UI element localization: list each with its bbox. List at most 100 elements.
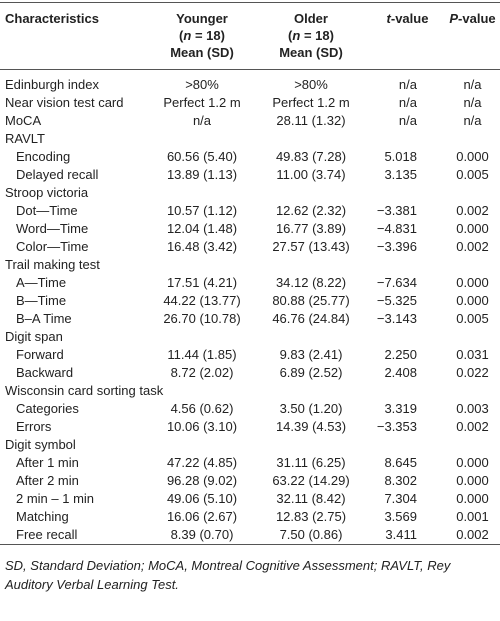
empty xyxy=(152,184,500,202)
cell: 12.04 (1.48) xyxy=(166,221,238,236)
sub-row: Forward 11.44 (1.85) 9.83 (2.41) 2.250 0.031 xyxy=(0,346,500,364)
cell: n/a xyxy=(463,77,482,92)
row-label: Categories xyxy=(16,401,79,416)
cell: 14.39 (4.53) xyxy=(275,419,347,434)
sub-row: Matching 16.06 (2.67) 12.83 (2.75) 3.569 0.0… xyxy=(0,508,500,526)
header-text: -value xyxy=(458,11,496,26)
cell: 6.89 (2.52) xyxy=(279,365,343,380)
cell: 31.11 (6.25) xyxy=(276,455,346,470)
cell: 44.22 (13.77) xyxy=(163,293,241,308)
cell: 0.002 xyxy=(456,239,489,254)
cell: 34.12 (8.22) xyxy=(275,275,347,290)
header-text: = 18) xyxy=(191,28,225,43)
row-label: Word—Time xyxy=(16,221,89,236)
row: Wisconsin card sorting task xyxy=(0,382,500,400)
cell: 8.39 (0.70) xyxy=(170,527,234,542)
cell: 7.304 xyxy=(384,491,417,506)
row: RAVLT xyxy=(0,130,500,148)
sub-row: After 1 min 47.22 (4.85) 31.11 (6.25) 8.645… xyxy=(0,454,500,472)
header-text: P xyxy=(449,11,459,26)
header-line: Older xyxy=(256,10,366,27)
cell: n/a xyxy=(463,113,482,128)
cell: 11.44 (1.85) xyxy=(167,347,237,362)
cell: −3.381 xyxy=(376,203,417,218)
header-row: Characteristics Younger (n = 18) Mean (SD) O… xyxy=(0,2,500,70)
sub-row: A—Time 17.51 (4.21) 34.12 (8.22) −7.634 0.00… xyxy=(0,274,500,292)
cell: −7.634 xyxy=(376,275,417,290)
cell: 5.018 xyxy=(384,149,417,164)
sub-row: B—Time 44.22 (13.77) 80.88 (25.77) −5.325 0.… xyxy=(0,292,500,310)
cell: 80.88 (25.77) xyxy=(272,293,350,308)
row-label: Dot—Time xyxy=(16,203,78,218)
cell: 49.06 (5.10) xyxy=(166,491,238,506)
results-table: Characteristics Younger (n = 18) Mean (SD) O… xyxy=(0,2,500,545)
row-label: Backward xyxy=(16,365,74,380)
row-label: Trail making test xyxy=(5,257,100,272)
row-label: B—Time xyxy=(16,293,67,308)
row-label: Matching xyxy=(16,509,69,524)
row: Edinburgh index >80% >80% n/a n/a xyxy=(0,70,500,95)
cell: 0.002 xyxy=(456,203,489,218)
cell: >80% xyxy=(185,77,219,92)
cell: 3.50 (1.20) xyxy=(279,401,343,416)
header-cell: Older (n = 18) Mean (SD) xyxy=(252,3,370,70)
cell: n/a xyxy=(398,95,417,110)
cell: −3.143 xyxy=(376,311,417,326)
cell: 28.11 (1.32) xyxy=(276,113,346,128)
cell: n/a xyxy=(192,113,212,128)
row-label: After 1 min xyxy=(16,455,79,470)
row: Stroop victoria xyxy=(0,184,500,202)
cell: 2.250 xyxy=(384,347,417,362)
header-text: n xyxy=(183,28,192,43)
cell: 0.003 xyxy=(456,401,489,416)
row-label: Delayed recall xyxy=(16,167,99,182)
sub-row: After 2 min 96.28 (9.02) 63.22 (14.29) 8.30… xyxy=(0,472,500,490)
cell: 3.569 xyxy=(384,509,417,524)
cell: 96.28 (9.02) xyxy=(166,473,238,488)
cell: 27.57 (13.43) xyxy=(272,239,350,254)
row-label: Encoding xyxy=(16,149,71,164)
header-text: Younger xyxy=(176,11,228,26)
sub-row: Word—Time 12.04 (1.48) 16.77 (3.89) −4.831 0… xyxy=(0,220,500,238)
row-label: A—Time xyxy=(16,275,67,290)
cell: Perfect 1.2 m xyxy=(272,95,350,110)
header-line: Mean (SD) xyxy=(256,44,366,61)
header-line: Mean (SD) xyxy=(156,44,248,61)
cell: >80% xyxy=(294,77,328,92)
cell: 0.031 xyxy=(456,347,489,362)
header-line: (n = 18) xyxy=(256,27,366,44)
cell: −4.831 xyxy=(376,221,417,236)
header-text: Characteristics xyxy=(5,11,99,26)
row-label: RAVLT xyxy=(5,131,45,146)
cell: 0.000 xyxy=(456,149,489,164)
sub-row: Errors 10.06 (3.10) 14.39 (4.53) −3.353 0.00… xyxy=(0,418,500,436)
header-cell: t-value xyxy=(370,3,445,70)
header-text: = 18) xyxy=(300,28,334,43)
cell: 0.000 xyxy=(456,293,489,308)
sub-row: Free recall 8.39 (0.70) 7.50 (0.86) 3.411 0.… xyxy=(0,526,500,545)
header-text: -value xyxy=(390,11,429,26)
row-label: Digit symbol xyxy=(5,437,76,452)
cell: 0.000 xyxy=(456,275,489,290)
cell: 0.000 xyxy=(456,491,489,506)
cell: 11.00 (3.74) xyxy=(276,167,346,182)
header-line: P-value xyxy=(449,10,496,27)
row-label: Color—Time xyxy=(16,239,89,254)
cell: 0.022 xyxy=(456,365,489,380)
sub-row: B–A Time 26.70 (10.78) 46.76 (24.84) −3.143… xyxy=(0,310,500,328)
row-label: Wisconsin card sorting task xyxy=(5,383,164,398)
row-label: 2 min – 1 min xyxy=(16,491,95,506)
cell: 10.06 (3.10) xyxy=(166,419,238,434)
cell: n/a xyxy=(463,95,482,110)
header-line: t-value xyxy=(374,10,441,27)
cell: n/a xyxy=(398,113,417,128)
row: Digit symbol xyxy=(0,436,500,454)
cell: 12.62 (2.32) xyxy=(275,203,347,218)
header-cell: Younger (n = 18) Mean (SD) xyxy=(152,3,252,70)
header-text: ( xyxy=(288,28,293,43)
row: MoCA n/a 28.11 (1.32) n/a n/a xyxy=(0,112,500,130)
cell: 3.319 xyxy=(384,401,417,416)
cell: 32.11 (8.42) xyxy=(276,491,346,506)
cell: 16.48 (3.42) xyxy=(166,239,238,254)
